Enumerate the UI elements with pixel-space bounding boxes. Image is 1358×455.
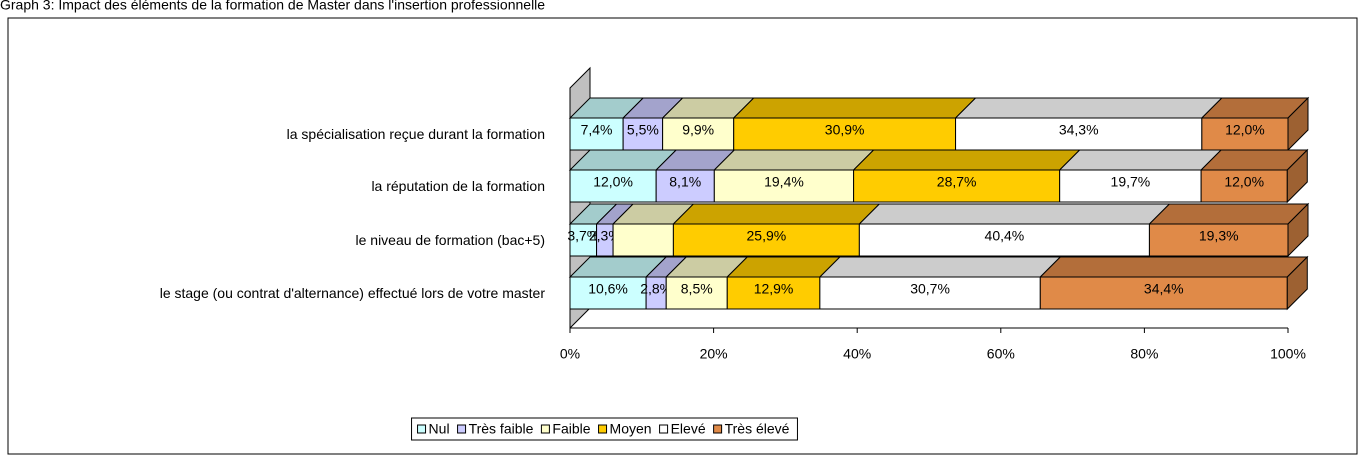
data-label: 30,9%: [825, 122, 865, 138]
legend-label: Nul: [429, 421, 450, 437]
data-label: 9,9%: [682, 122, 714, 138]
data-label: 28,7%: [937, 174, 977, 190]
x-tick-label: 0%: [560, 346, 580, 362]
y-tick-label: la spécialisation reçue durant la format…: [286, 126, 545, 142]
x-tick-label: 80%: [1130, 346, 1158, 362]
bar-top: [852, 149, 1081, 171]
data-label: 8,1%: [669, 174, 701, 190]
bar: [665, 276, 728, 310]
legend-swatch: [598, 424, 608, 434]
bar-side: [1286, 255, 1308, 311]
legend-swatch: [457, 424, 467, 434]
bar-top: [954, 97, 1224, 119]
data-label: 25,9%: [747, 228, 787, 244]
bar: [1039, 276, 1288, 310]
data-label: 5,5%: [627, 122, 659, 138]
bar-top: [672, 203, 881, 225]
data-label: 19,7%: [1111, 174, 1151, 190]
legend-label: Elevé: [671, 421, 706, 437]
bar: [569, 276, 647, 310]
data-label: 19,4%: [764, 174, 804, 190]
x-tick-label: 100%: [1270, 346, 1306, 362]
bar: [713, 169, 855, 203]
y-tick-label: le niveau de formation (bac+5): [355, 232, 546, 248]
data-label: 19,3%: [1199, 228, 1239, 244]
data-label: 7,4%: [581, 122, 613, 138]
legend: Nul Très faible Faible Moyen Elevé Très élevé: [411, 417, 798, 441]
bar-side: [1286, 148, 1308, 204]
bar: [612, 223, 674, 257]
chart-title: Graph 3: Impact des éléments de la forma…: [0, 0, 545, 13]
data-label: 2,8%: [640, 281, 672, 297]
bar: [655, 169, 715, 203]
bar-top: [1148, 203, 1310, 225]
bar: [622, 117, 664, 151]
data-label: 34,3%: [1059, 122, 1099, 138]
bar: [819, 276, 1041, 310]
bar: [853, 169, 1061, 203]
bar: [1059, 169, 1202, 203]
legend-swatch: [540, 424, 550, 434]
bar-side: [1287, 202, 1309, 258]
x-tick-label: 60%: [987, 346, 1015, 362]
bar: [1201, 117, 1289, 151]
legend-swatch: [713, 424, 723, 434]
x-tick-label: 20%: [700, 346, 728, 362]
data-label: 10,6%: [588, 281, 628, 297]
bar-side: [1287, 96, 1309, 152]
x-tick-label: 40%: [843, 346, 871, 362]
data-label: 34,4%: [1144, 281, 1184, 297]
bar-top: [732, 97, 977, 119]
y-tick-label: le stage (ou contrat d'alternance) effec…: [159, 285, 545, 301]
bar: [858, 223, 1150, 257]
bar: [1148, 223, 1289, 257]
bar: [1200, 169, 1288, 203]
bar: [955, 117, 1203, 151]
data-label: 12,0%: [1224, 174, 1264, 190]
legend-label: Très élevé: [725, 421, 790, 437]
legend-swatch: [659, 424, 669, 434]
bar-top: [713, 149, 875, 171]
bar-top: [818, 256, 1062, 278]
bar-top: [1058, 149, 1223, 171]
legend-label: Très faible: [469, 421, 534, 437]
data-label: 12,0%: [593, 174, 633, 190]
y-tick-label: la réputation de la formation: [371, 178, 545, 194]
legend-label: Faible: [552, 421, 590, 437]
data-label: 40,4%: [985, 228, 1025, 244]
bar-top: [858, 203, 1171, 225]
data-label: 8,5%: [681, 281, 713, 297]
data-label: 12,0%: [1225, 122, 1265, 138]
bar-top: [1039, 256, 1309, 278]
data-label: 30,7%: [910, 281, 950, 297]
data-label: 12,9%: [754, 281, 794, 297]
legend-label: Moyen: [610, 421, 652, 437]
legend-swatch: [417, 424, 427, 434]
data-label: 3,7%: [567, 228, 599, 244]
